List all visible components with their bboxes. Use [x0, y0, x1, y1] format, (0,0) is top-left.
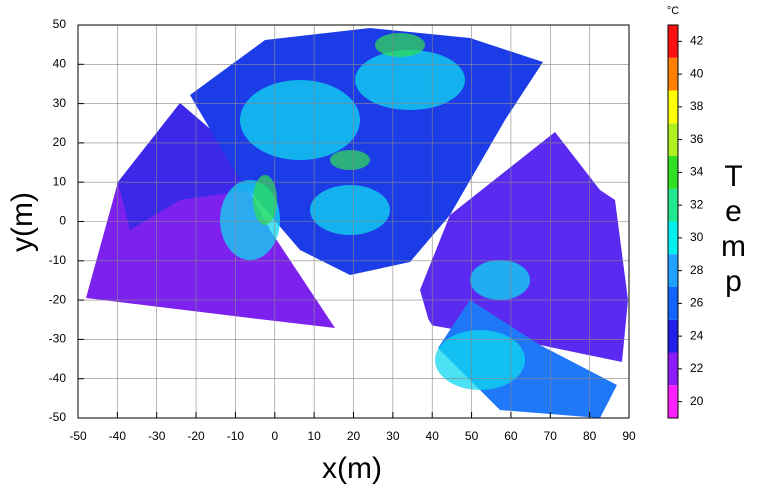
y-axis-label: y(m): [6, 192, 39, 252]
colorbar-segment: [668, 123, 678, 156]
colorbar-tick-label: 24: [690, 328, 704, 342]
y-tick-label: 10: [53, 174, 67, 188]
y-tick-label: -40: [49, 371, 67, 385]
colorbar-segment: [668, 352, 678, 386]
colorbar-tick-label: 36: [690, 132, 704, 146]
colorbar-segment: [668, 254, 678, 287]
x-tick-label: 30: [386, 429, 400, 443]
y-tick-label: 0: [59, 214, 66, 228]
x-tick-label: -20: [187, 429, 205, 443]
colorbar-segment: [668, 90, 678, 124]
y-tick-label: 20: [53, 135, 67, 149]
colorbar-segment: [668, 156, 678, 189]
colorbar-label: Temp: [717, 160, 750, 300]
y-tick-label: 30: [53, 96, 67, 110]
hot-patches: [253, 33, 425, 225]
colorbar-segment: [668, 188, 678, 222]
colorbar-tick-label: 22: [690, 361, 704, 375]
colorbar-segment: [668, 221, 678, 255]
colorbar-tick-label: 32: [690, 197, 704, 211]
y-tick-label: -30: [49, 332, 67, 346]
colorbar-unit: °C: [667, 5, 679, 17]
colorbar-segment: [668, 57, 678, 91]
colorbar-tick-label: 20: [690, 394, 704, 408]
x-tick-label: 0: [271, 429, 278, 443]
colorbar-segment: [668, 385, 678, 418]
x-tick-label: -30: [148, 429, 166, 443]
plot-frame: [77, 24, 630, 419]
colorbar-tick-label: 34: [690, 165, 704, 179]
colorbar-tick-label: 42: [690, 34, 704, 48]
x-tick-label: 10: [307, 429, 321, 443]
x-tick-label: 40: [426, 429, 440, 443]
y-tick-label: 40: [53, 56, 67, 70]
x-tick-label: 90: [622, 429, 636, 443]
y-tick-label: -10: [49, 253, 67, 267]
thermal-map: [86, 28, 628, 420]
x-tick-label: -40: [109, 429, 127, 443]
colorbar-segment: [668, 319, 678, 353]
x-axis-label: x(m): [322, 452, 382, 485]
colorbar-tick-label: 28: [690, 263, 704, 277]
colorbar-frame: [667, 24, 679, 419]
y-tick-label: 50: [53, 17, 67, 31]
x-tick-label: -10: [227, 429, 245, 443]
y-tick-label: -50: [49, 410, 67, 424]
x-tick-label: 20: [347, 429, 361, 443]
map-section: [118, 103, 250, 230]
colorbar-tick-label: 26: [690, 296, 704, 310]
colorbar-tick-label: 30: [690, 230, 704, 244]
colorbar-tick-label: 40: [690, 66, 704, 80]
y-tick-label: -20: [49, 292, 67, 306]
x-tick-label: -50: [69, 429, 87, 443]
x-tick-label: 50: [465, 429, 479, 443]
x-tick-label: 70: [544, 429, 558, 443]
x-tick-label: 60: [504, 429, 518, 443]
colorbar-tick-label: 38: [690, 99, 704, 113]
void: [345, 299, 432, 420]
x-tick-label: 80: [583, 429, 597, 443]
colorbar-segment: [668, 25, 678, 58]
colorbar-segment: [668, 287, 678, 320]
